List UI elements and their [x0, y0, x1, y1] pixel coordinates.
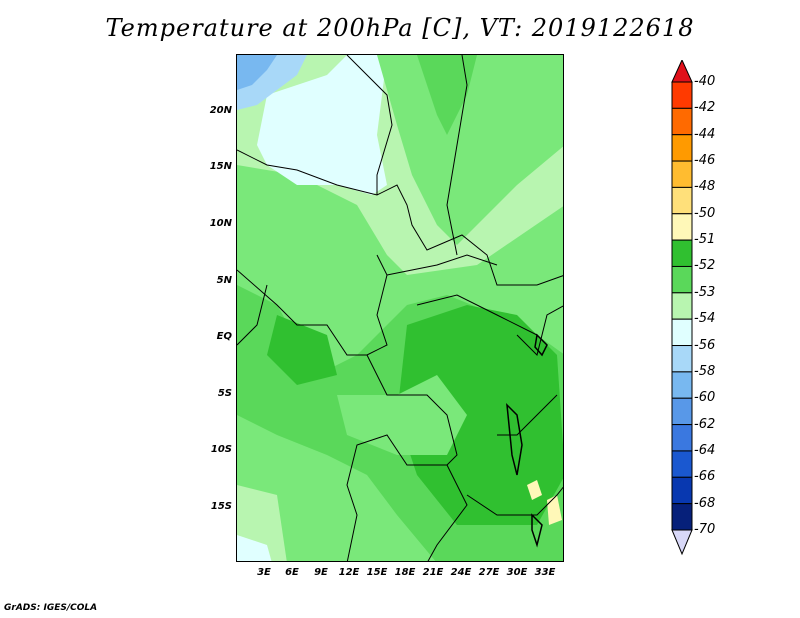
colorbar-label: -56	[694, 337, 716, 353]
colorbar-swatch	[671, 476, 693, 505]
colorbar-label: -48	[694, 179, 716, 195]
lon-label: 12E	[338, 567, 360, 578]
field-53-patch	[417, 55, 477, 135]
lon-label: 15E	[366, 567, 388, 578]
colorbar-swatch	[671, 160, 693, 188]
colorbar-swatch	[671, 424, 693, 452]
lon-label: 21E	[422, 567, 444, 578]
colorbar-label: -42	[694, 100, 716, 116]
temperature-map	[237, 55, 563, 561]
colorbar-swatch	[671, 318, 693, 347]
lon-label: 3E	[257, 567, 271, 578]
colorbar-swatch	[671, 345, 693, 373]
lat-label: 15S	[210, 501, 232, 512]
colorbar-label: -54	[694, 311, 716, 327]
colorbar-label: -50	[694, 205, 716, 221]
lakes-coast	[506, 333, 548, 548]
lon-label: 6E	[285, 567, 299, 578]
colorbar-swatch	[671, 134, 693, 162]
field-53-central	[337, 375, 467, 455]
field-52-core	[397, 305, 563, 525]
lon-label: 33E	[534, 567, 556, 578]
colorbar-label: -62	[694, 416, 716, 432]
colorbar-swatch	[671, 450, 693, 478]
colorbar-label: -64	[694, 442, 716, 458]
colorbar-swatch	[671, 213, 693, 241]
colorbar-label: -66	[694, 469, 716, 485]
country-borders	[237, 55, 563, 561]
lat-label: 15N	[209, 161, 232, 172]
colorbar-swatch	[671, 371, 693, 399]
field-56-sahara	[257, 55, 387, 195]
colorbar-label: -70	[694, 522, 716, 537]
field-52-west	[267, 315, 337, 385]
colorbar-label: -60	[694, 390, 716, 406]
field-53-north-east	[377, 55, 563, 245]
colorbar	[671, 60, 693, 556]
lon-label: 18E	[394, 567, 416, 578]
colorbar-swatch	[671, 107, 693, 136]
lat-label: 10N	[209, 218, 232, 229]
lon-label: 9E	[314, 567, 328, 578]
lat-label: 10S	[210, 444, 232, 455]
colorbar-label: -53	[694, 284, 716, 300]
colorbar-swatch	[671, 239, 693, 267]
colorbar-swatch	[671, 397, 693, 426]
colorbar-label: -51	[694, 232, 716, 248]
lat-label: 20N	[209, 105, 232, 116]
field-51-patch1	[527, 480, 542, 500]
lon-label: 30E	[506, 567, 528, 578]
credit-footer: GrADS: IGES/COLA	[4, 603, 98, 613]
lat-label: EQ	[216, 331, 232, 342]
colorbar-label: -44	[694, 126, 716, 142]
colorbar-label: -46	[694, 153, 716, 169]
colorbar-label: -68	[694, 495, 716, 511]
field-60-corner	[237, 55, 277, 90]
lat-label: 5N	[216, 275, 232, 286]
colorbar-label: -40	[694, 74, 716, 89]
colorbar-label: -52	[694, 258, 716, 274]
colorbar-swatch	[671, 503, 693, 531]
lon-label: 24E	[450, 567, 472, 578]
colorbar-label: -58	[694, 363, 716, 379]
field-51-patch2	[547, 495, 562, 525]
lat-label: 5S	[217, 388, 232, 399]
colorbar-swatch	[671, 265, 693, 294]
colorbar-swatch	[671, 81, 693, 109]
colorbar-top-arrow	[671, 60, 693, 83]
colorbar-bottom-arrow	[671, 529, 693, 556]
lon-label: 27E	[478, 567, 500, 578]
map-panel	[236, 54, 564, 562]
colorbar-swatch	[671, 186, 693, 215]
field-56-south	[237, 535, 272, 561]
map-title: Temperature at 200hPa [C], VT: 201912261…	[105, 14, 695, 42]
colorbar-swatch	[671, 292, 693, 320]
